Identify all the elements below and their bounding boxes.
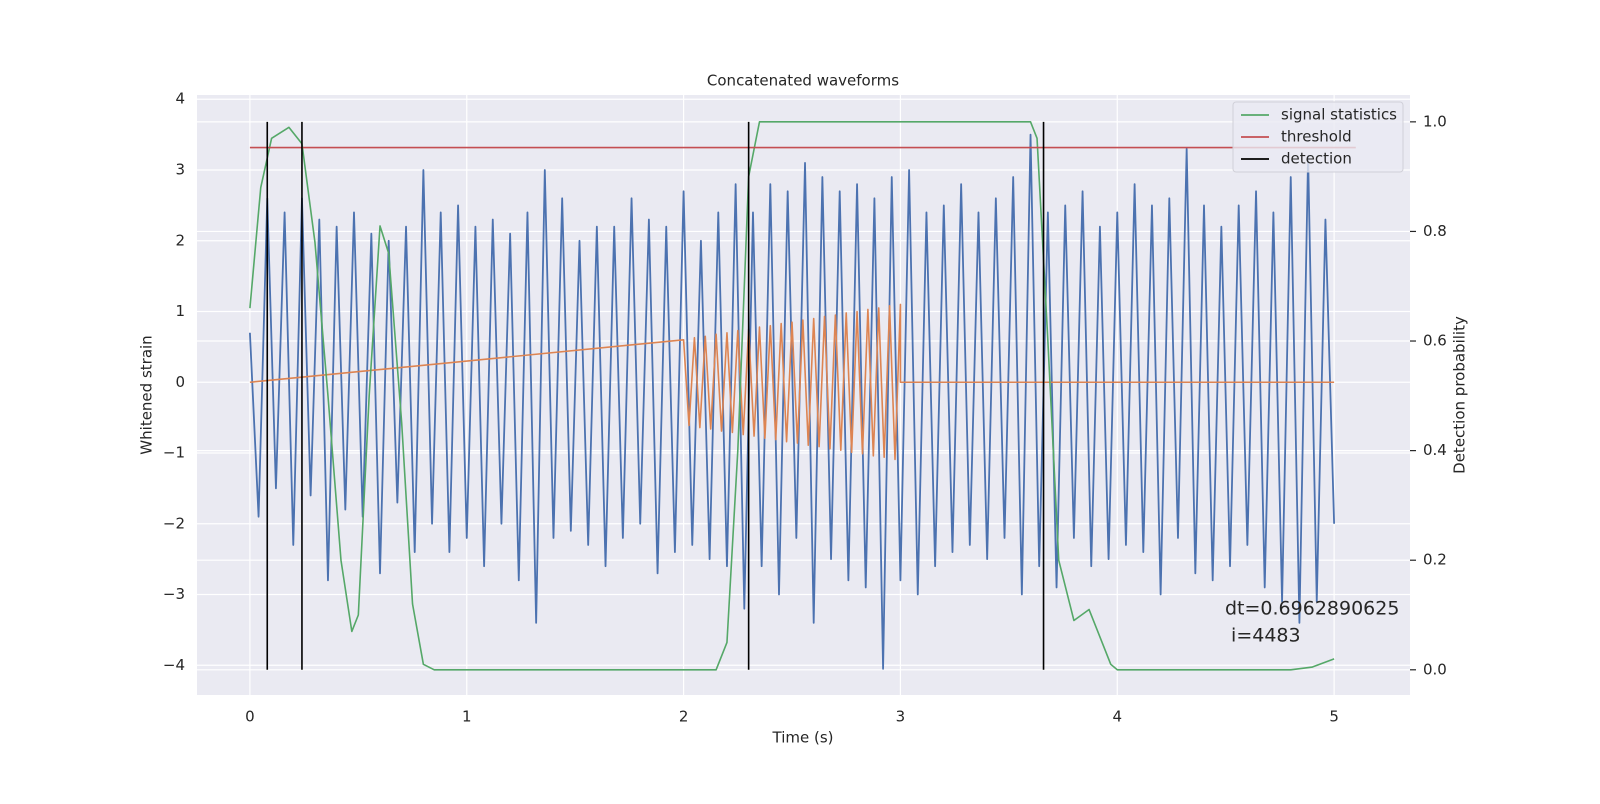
- legend-label: threshold: [1281, 128, 1352, 146]
- y-tick-label: 4: [175, 90, 185, 108]
- x-axis-label: Time (s): [772, 729, 834, 747]
- y-axis-label: Whitened strain: [138, 335, 156, 454]
- y-tick-label: 2: [175, 231, 185, 249]
- series-line: [249, 121, 1335, 671]
- series-line: [249, 303, 1335, 461]
- x-tick-label: 2: [679, 708, 689, 726]
- y2-tick-label: 0.8: [1423, 222, 1447, 240]
- y2-tick-label: 1.0: [1423, 112, 1447, 130]
- y-tick-label: −4: [163, 656, 185, 674]
- x-tick-label: 1: [462, 708, 472, 726]
- legend-label: signal statistics: [1281, 106, 1397, 124]
- x-tick-label: 3: [896, 708, 906, 726]
- y2-axis-label: Detection probability: [1451, 316, 1469, 474]
- x-tick-label: 0: [245, 708, 255, 726]
- y2-tick-label: 0.0: [1423, 660, 1447, 678]
- y-tick-label: 1: [175, 302, 185, 320]
- legend-frame: [1232, 101, 1404, 173]
- legend-label: detection: [1281, 150, 1352, 168]
- series-line: [266, 121, 1045, 670]
- y2-tick-label: 0.4: [1423, 441, 1447, 459]
- series-line: [249, 133, 1336, 670]
- y2-tick-label: 0.2: [1423, 551, 1447, 569]
- y-tick-label: 0: [175, 373, 185, 391]
- y-tick-label: −3: [163, 585, 185, 603]
- annotation: i=4483: [1225, 625, 1301, 647]
- x-tick-label: 5: [1329, 708, 1339, 726]
- y-tick-label: 3: [175, 161, 185, 179]
- y-tick-label: −2: [163, 514, 185, 532]
- y-tick-label: −1: [163, 444, 185, 462]
- annotation: dt=0.6962890625: [1225, 598, 1399, 620]
- x-tick-label: 4: [1112, 708, 1122, 726]
- chart-title: Concatenated waveforms: [707, 72, 899, 90]
- y2-tick-label: 0.6: [1423, 332, 1447, 350]
